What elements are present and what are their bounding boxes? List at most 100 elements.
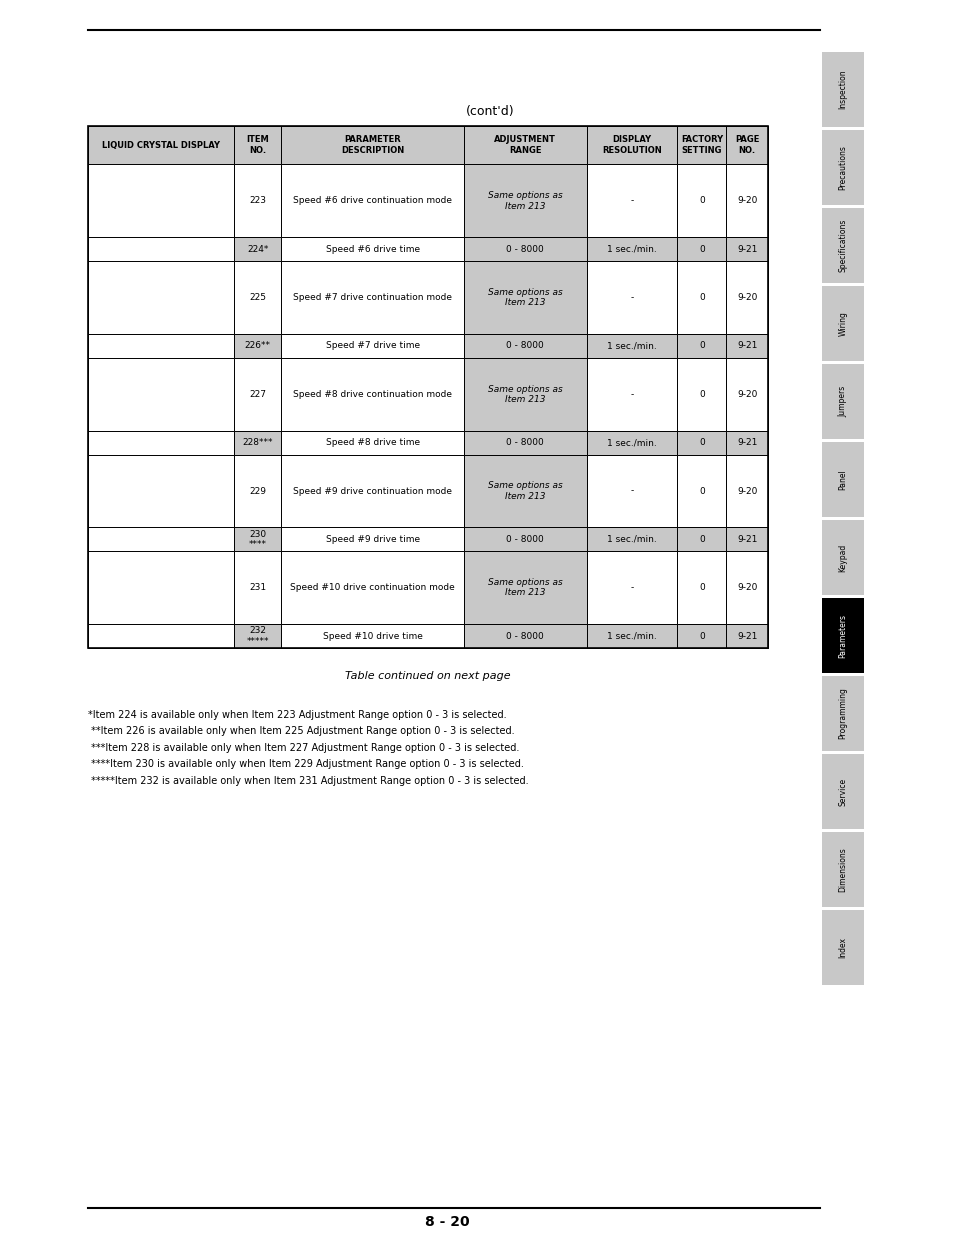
Text: 1 sec./min.: 1 sec./min. (606, 438, 657, 447)
Bar (725, 527, 767, 551)
Text: Wiring: Wiring (838, 311, 846, 336)
Text: 0: 0 (699, 293, 704, 303)
Text: 0 - 8000: 0 - 8000 (506, 631, 543, 641)
Text: Same options as
Item 213: Same options as Item 213 (487, 384, 562, 404)
Bar (586, 454, 677, 527)
Text: 0: 0 (699, 487, 704, 495)
Bar (677, 551, 725, 624)
Bar (234, 333, 281, 358)
Text: FACTORY
SETTING: FACTORY SETTING (680, 136, 722, 154)
Text: 0 - 8000: 0 - 8000 (506, 245, 543, 253)
Bar (234, 358, 281, 431)
Text: 9-21: 9-21 (737, 631, 757, 641)
Bar (463, 126, 586, 164)
Bar (586, 237, 677, 261)
Text: -: - (630, 293, 633, 303)
Text: 0: 0 (699, 341, 704, 351)
Text: Same options as
Item 213: Same options as Item 213 (487, 578, 562, 598)
Text: 9-21: 9-21 (737, 438, 757, 447)
Text: 9-21: 9-21 (737, 245, 757, 253)
Text: 9-21: 9-21 (737, 535, 757, 543)
Text: 1 sec./min.: 1 sec./min. (606, 245, 657, 253)
Text: ITEM
NO.: ITEM NO. (246, 136, 269, 154)
Text: Jumpers: Jumpers (838, 385, 846, 417)
Bar (463, 624, 586, 648)
Bar (463, 527, 586, 551)
Text: Same options as
Item 213: Same options as Item 213 (487, 191, 562, 210)
Text: 223: 223 (249, 196, 266, 205)
Text: LIQUID CRYSTAL DISPLAY: LIQUID CRYSTAL DISPLAY (102, 141, 220, 149)
Text: PAGE
NO.: PAGE NO. (734, 136, 759, 154)
Text: 224*: 224* (247, 245, 268, 253)
Bar (88, 164, 234, 237)
Text: Speed #10 drive time: Speed #10 drive time (322, 631, 422, 641)
Bar (88, 261, 234, 333)
Bar (281, 431, 463, 454)
Bar (88, 527, 234, 551)
Bar (234, 126, 281, 164)
Text: 227: 227 (249, 390, 266, 399)
Bar (725, 164, 767, 237)
Bar (281, 527, 463, 551)
Text: (cont'd): (cont'd) (465, 105, 514, 119)
Text: Service: Service (838, 778, 846, 805)
Text: Programming: Programming (838, 688, 846, 740)
Text: -: - (630, 390, 633, 399)
Text: 0: 0 (699, 196, 704, 205)
Text: 9-21: 9-21 (737, 341, 757, 351)
Bar (821, 130, 863, 205)
Text: 0 - 8000: 0 - 8000 (506, 438, 543, 447)
Text: 225: 225 (249, 293, 266, 303)
Bar (281, 333, 463, 358)
Text: 1 sec./min.: 1 sec./min. (606, 341, 657, 351)
Text: 0 - 8000: 0 - 8000 (506, 341, 543, 351)
Bar (586, 164, 677, 237)
Text: Speed #9 drive time: Speed #9 drive time (325, 535, 419, 543)
Text: Speed #6 drive continuation mode: Speed #6 drive continuation mode (293, 196, 452, 205)
Bar (821, 910, 863, 986)
Bar (821, 207, 863, 283)
Bar (463, 454, 586, 527)
Text: 1 sec./min.: 1 sec./min. (606, 631, 657, 641)
Bar (88, 551, 234, 624)
Bar (463, 333, 586, 358)
Bar (586, 431, 677, 454)
Bar (725, 261, 767, 333)
Bar (725, 126, 767, 164)
Bar (281, 358, 463, 431)
Text: Panel: Panel (838, 469, 846, 490)
Bar (821, 287, 863, 361)
Text: 232
*****: 232 ***** (246, 626, 269, 646)
Text: 9-20: 9-20 (737, 196, 757, 205)
Text: 226**: 226** (245, 341, 271, 351)
Bar (586, 126, 677, 164)
Text: Index: Index (838, 937, 846, 958)
Bar (88, 624, 234, 648)
Bar (281, 551, 463, 624)
Text: 0: 0 (699, 583, 704, 593)
Text: 1 sec./min.: 1 sec./min. (606, 535, 657, 543)
Text: Specifications: Specifications (838, 219, 846, 272)
Bar (821, 755, 863, 829)
Bar (677, 126, 725, 164)
Text: 9-20: 9-20 (737, 487, 757, 495)
Bar (234, 624, 281, 648)
Bar (677, 164, 725, 237)
Bar (677, 237, 725, 261)
Bar (677, 624, 725, 648)
Text: -: - (630, 583, 633, 593)
Bar (586, 527, 677, 551)
Text: 230
****: 230 **** (249, 530, 267, 550)
Text: Same options as
Item 213: Same options as Item 213 (487, 288, 562, 308)
Text: PARAMETER
DESCRIPTION: PARAMETER DESCRIPTION (340, 136, 404, 154)
Text: 228***: 228*** (242, 438, 273, 447)
Bar (725, 551, 767, 624)
Text: *****Item 232 is available only when Item 231 Adjustment Range option 0 - 3 is s: *****Item 232 is available only when Ite… (88, 776, 528, 785)
Text: ***Item 228 is available only when Item 227 Adjustment Range option 0 - 3 is sel: ***Item 228 is available only when Item … (88, 743, 518, 753)
Text: Speed #6 drive time: Speed #6 drive time (325, 245, 419, 253)
Bar (88, 358, 234, 431)
Text: 9-20: 9-20 (737, 583, 757, 593)
Bar (234, 551, 281, 624)
Bar (281, 237, 463, 261)
Text: Keypad: Keypad (838, 543, 846, 572)
